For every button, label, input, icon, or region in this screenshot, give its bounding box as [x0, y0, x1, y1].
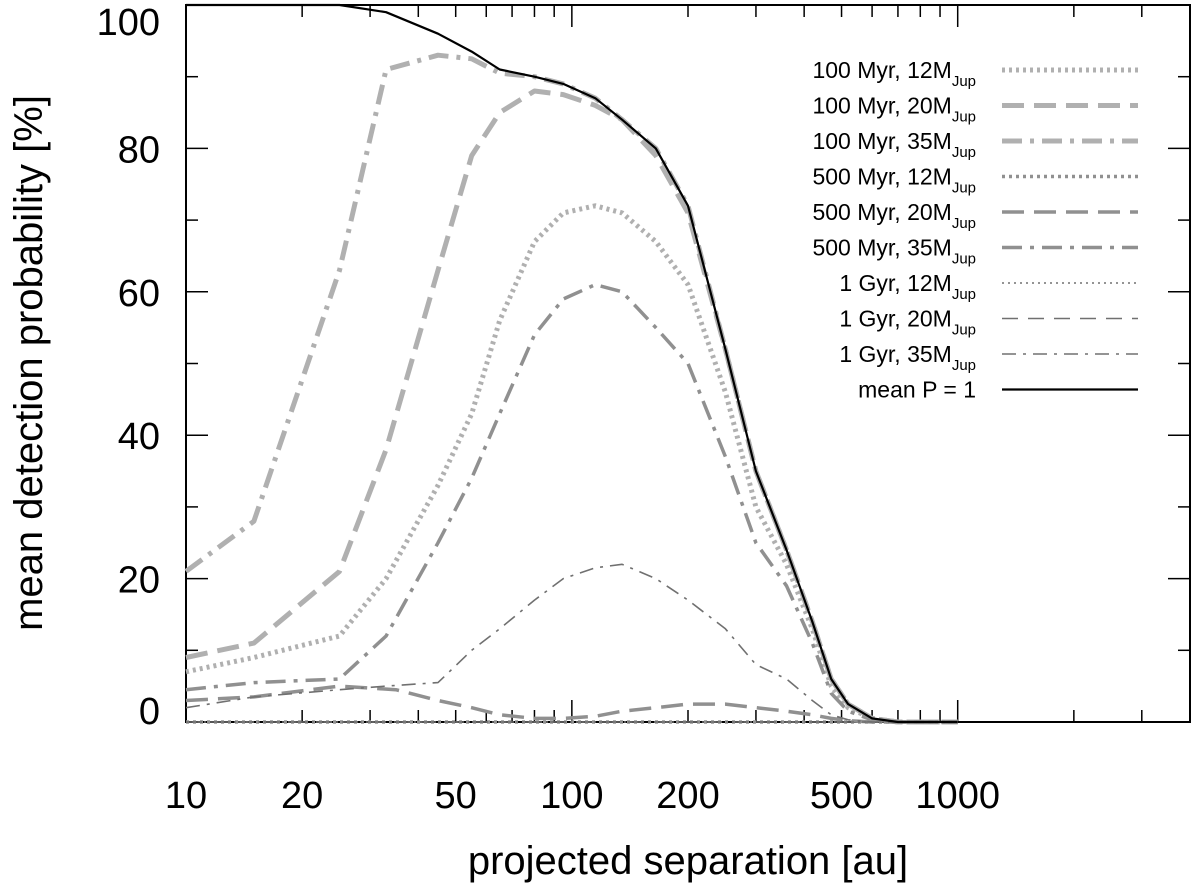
plot-frame: [185, 4, 1191, 723]
legend-label: 1 Gyr, 35MJup: [839, 341, 976, 374]
legend-label-subscript: Jup: [952, 251, 976, 268]
legend-label-subscript: Jup: [952, 180, 976, 197]
legend-label: 500 Myr, 12MJup: [812, 164, 976, 197]
x-tick-labels: 10 20 50 100 200 500 1000: [165, 775, 1000, 817]
x-tick-label: 500: [810, 775, 873, 817]
legend-label: 500 Myr, 20MJup: [812, 199, 976, 232]
legend-label: 1 Gyr, 12MJup: [839, 270, 976, 303]
legend-label: 1 Gyr, 20MJup: [839, 306, 976, 339]
x-tick-label: 200: [656, 775, 719, 817]
series-line-10: [186, 3, 958, 724]
legend-label: 100 Myr, 35MJup: [812, 128, 976, 161]
series-line-3: [184, 52, 958, 725]
y-tick-label: 40: [118, 416, 160, 458]
legend-label: mean P = 1: [858, 377, 976, 403]
legend-label-subscript: Jup: [952, 322, 976, 339]
x-tick-label: 100: [540, 775, 603, 817]
series-line-6: [185, 282, 958, 724]
y-tick-label: 0: [139, 691, 160, 733]
y-tick-label: 100: [97, 2, 160, 44]
legend-label-subscript: Jup: [952, 73, 976, 90]
y-tick-label: 80: [118, 129, 160, 171]
y-tick-labels: 0 20 40 60 80 100: [97, 2, 160, 733]
legend-label: 100 Myr, 12MJup: [812, 57, 976, 90]
legend-label: 100 Myr, 20MJup: [812, 93, 976, 126]
y-tick-label: 20: [118, 560, 160, 602]
legend-label-subscript: Jup: [952, 144, 976, 161]
legend-label-subscript: Jup: [952, 357, 976, 374]
series-line-1: [185, 203, 958, 725]
x-tick-label: 10: [165, 775, 207, 817]
y-axis-title: mean detection probability [%]: [7, 95, 51, 631]
legend-label-subscript: Jup: [952, 109, 976, 126]
x-tick-label: 20: [281, 775, 323, 817]
legend-label: 500 Myr, 35MJup: [812, 235, 976, 268]
y-tick-label: 60: [118, 273, 160, 315]
series-lines: [184, 3, 958, 725]
x-tick-label: 1000: [915, 775, 1000, 817]
series-line-5: [185, 684, 958, 724]
x-axis-title: projected separation [au]: [468, 839, 908, 883]
axis-ticks: [185, 4, 1191, 723]
legend-label-subscript: Jup: [952, 286, 976, 303]
legend-label-subscript: Jup: [952, 215, 976, 232]
x-tick-label: 50: [435, 775, 477, 817]
